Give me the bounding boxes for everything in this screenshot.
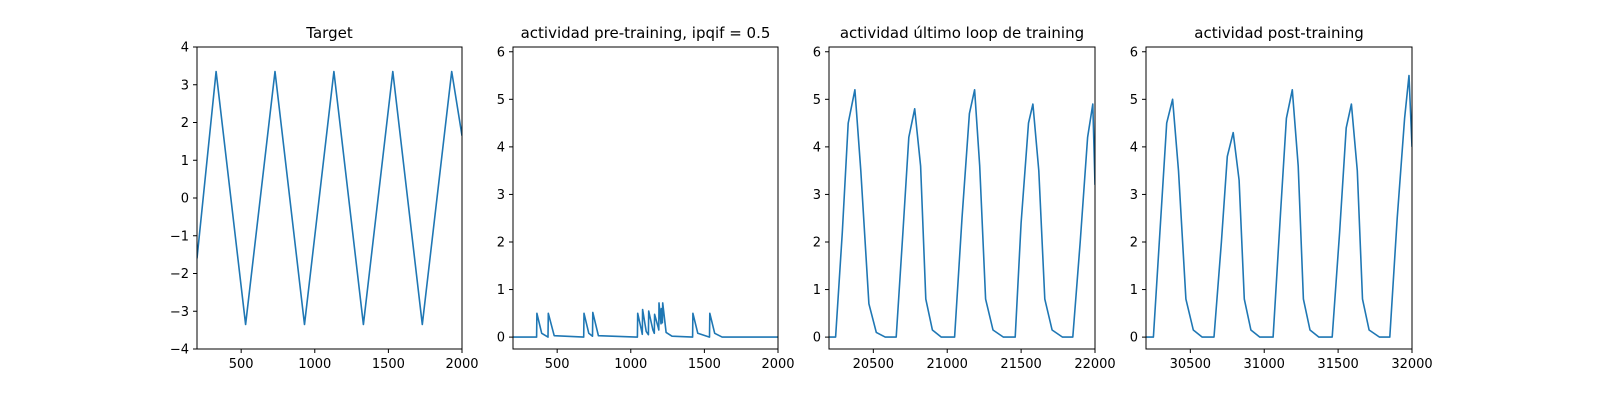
chart-panel-1: 500 1000 1500 2000 −4 −3 −2 −1 0 1 2 3 4 Target	[170, 24, 479, 372]
axes-frame	[512, 46, 779, 350]
y-tick-label: 6	[1130, 45, 1138, 60]
chart-title: actividad pre-training, ipqif = 0.5	[521, 24, 771, 42]
y-tick-label: 3	[181, 78, 189, 93]
y-tick-label: 3	[497, 188, 505, 203]
x-tick-label: 1000	[298, 357, 331, 372]
series-line-1-1	[197, 70, 462, 326]
chart-panel-2: 500 1000 1500 2000 0 1 2 3 4 5 6 actividad pre-trai…	[497, 24, 795, 372]
series-line-4-1	[1146, 74, 1412, 338]
x-tick-label: 22000	[1074, 357, 1115, 372]
x-tick-label: 1500	[372, 357, 405, 372]
y-tick-label: −3	[170, 305, 189, 320]
y-tick-label: 5	[1130, 93, 1138, 108]
y-tick-label: 4	[497, 140, 505, 155]
x-tick-label: 2000	[761, 357, 794, 372]
x-tick-label: 21500	[1000, 357, 1041, 372]
x-tick-label: 21000	[927, 357, 968, 372]
y-tick-label: 5	[497, 93, 505, 108]
y-tick-label: 4	[181, 41, 189, 56]
y-tick-label: 1	[497, 283, 505, 298]
y-tick-label: 2	[181, 116, 189, 131]
x-tick-label: 30500	[1170, 357, 1211, 372]
x-tick-label: 2000	[445, 357, 478, 372]
y-tick-label: 4	[1130, 140, 1138, 155]
y-tick-label: 3	[1130, 188, 1138, 203]
y-tick-label: 2	[497, 235, 505, 250]
axes-frame	[1145, 46, 1413, 350]
y-tick-label: 2	[813, 235, 821, 250]
chart-panel-3: 20500 21000 21500 22000 0 1 2 3 4 5 6 actividad últ…	[813, 24, 1116, 372]
y-tick-label: 4	[813, 140, 821, 155]
x-tick-label: 20500	[853, 357, 894, 372]
y-tick-label: −2	[170, 267, 189, 282]
y-tick-label: 0	[181, 192, 189, 207]
x-tick-label: 1000	[614, 357, 647, 372]
chart-panel-4: 30500 31000 31500 32000 0 1 2 3 4 5 6 actividad pos…	[1130, 24, 1433, 372]
y-tick-label: 3	[813, 188, 821, 203]
axes-frame	[196, 46, 463, 350]
chart-title: actividad último loop de training	[840, 24, 1084, 42]
series-line-2-1	[513, 302, 778, 338]
chart-title: Target	[305, 24, 353, 42]
y-tick-label: 1	[181, 154, 189, 169]
y-tick-label: 0	[497, 331, 505, 346]
x-tick-label: 31500	[1317, 357, 1358, 372]
x-tick-label: 500	[229, 357, 254, 372]
y-tick-label: 0	[813, 331, 821, 346]
x-tick-label: 32000	[1391, 357, 1432, 372]
x-tick-label: 31000	[1244, 357, 1285, 372]
y-tick-label: 5	[813, 93, 821, 108]
y-tick-label: 6	[497, 45, 505, 60]
chart-title: actividad post-training	[1194, 24, 1363, 42]
series-line-3-1	[829, 89, 1095, 338]
y-tick-label: −4	[170, 343, 189, 358]
axes-frame	[828, 46, 1096, 350]
y-tick-label: 6	[813, 45, 821, 60]
y-tick-label: −1	[170, 229, 189, 244]
y-tick-label: 1	[813, 283, 821, 298]
y-tick-label: 2	[1130, 235, 1138, 250]
y-tick-label: 1	[1130, 283, 1138, 298]
x-tick-label: 1500	[688, 357, 721, 372]
x-tick-label: 500	[545, 357, 570, 372]
y-tick-label: 0	[1130, 331, 1138, 346]
